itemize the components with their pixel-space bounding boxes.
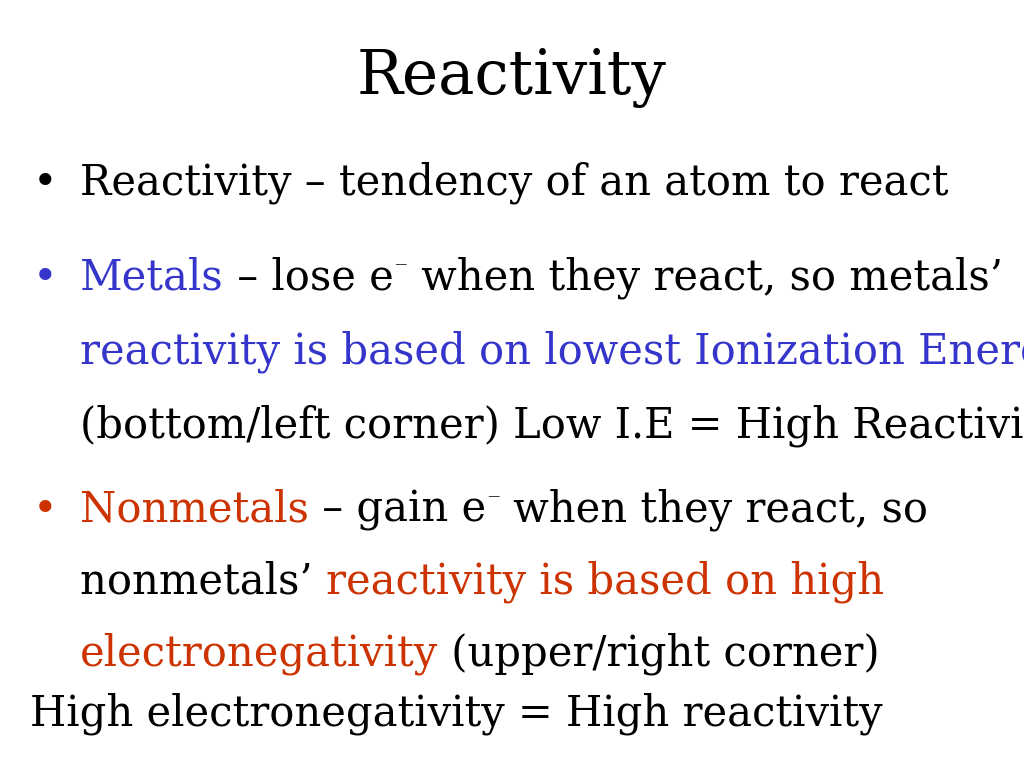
Text: •: • (33, 257, 57, 299)
Text: (upper/right corner): (upper/right corner) (438, 633, 880, 675)
Text: Reactivity: Reactivity (357, 48, 667, 108)
Text: – lose e: – lose e (223, 257, 393, 299)
Text: (bottom/left corner) Low I.E = High Reactivity: (bottom/left corner) Low I.E = High Reac… (80, 405, 1024, 447)
Text: Reactivity – tendency of an atom to react: Reactivity – tendency of an atom to reac… (80, 162, 948, 204)
Text: ⁻: ⁻ (486, 489, 501, 516)
Text: ⁻: ⁻ (393, 258, 408, 285)
Text: when they react, so: when they react, so (501, 489, 929, 532)
Text: electronegativity: electronegativity (80, 633, 438, 675)
Text: when they react, so metals’: when they react, so metals’ (408, 257, 1002, 299)
Text: Nonmetals: Nonmetals (80, 489, 309, 531)
Text: High electronegativity = High reactivity: High electronegativity = High reactivity (30, 693, 883, 736)
Text: nonmetals’: nonmetals’ (80, 561, 326, 603)
Text: reactivity is based on high: reactivity is based on high (326, 561, 884, 604)
Text: Metals: Metals (80, 257, 223, 299)
Text: – gain e: – gain e (309, 489, 486, 531)
Text: •: • (33, 162, 57, 204)
Text: •: • (33, 489, 57, 531)
Text: reactivity is based on lowest Ionization Energy: reactivity is based on lowest Ionization… (80, 331, 1024, 374)
